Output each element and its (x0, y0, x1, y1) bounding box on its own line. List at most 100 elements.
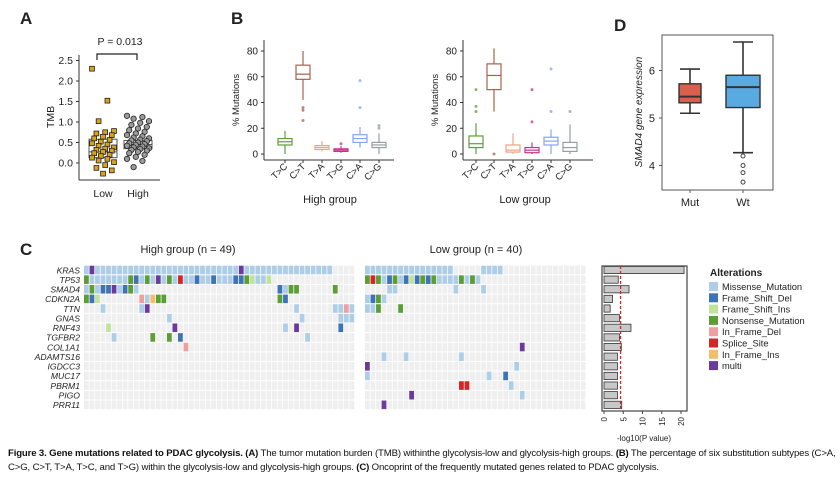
oncoprint-cell-empty (442, 400, 448, 410)
oncoprint-cell-empty (514, 342, 520, 352)
oncoprint-cell-empty (310, 371, 316, 381)
oncoprint-cell-empty (481, 304, 486, 313)
oncoprint-cell-empty (376, 352, 381, 361)
oncoprint-cell-empty (580, 362, 586, 371)
oncoprint-cell-mutated (128, 265, 134, 275)
gene-label: ADAMTS16 (34, 352, 81, 362)
oncoprint-cell-empty (316, 342, 322, 352)
oncoprint-cell-empty (200, 352, 205, 361)
oncoprint-cell-empty (349, 362, 355, 371)
oncoprint-cell-empty (481, 390, 486, 400)
oncoprint-cell-empty (497, 390, 503, 400)
oncoprint-cell-empty (144, 390, 150, 400)
pvalue-bar-COL1A1 (603, 343, 622, 352)
oncoprint-cell-mutated (216, 275, 222, 284)
oncoprint-cell-empty (283, 400, 288, 410)
oncoprint-cell-mutated (294, 284, 299, 294)
oncoprint-cell-empty (155, 333, 161, 342)
oncoprint-cell-empty (519, 352, 525, 361)
oncoprint-cell-empty (558, 284, 564, 294)
oncoprint-cell-empty (403, 342, 409, 352)
oncoprint-cell-empty (569, 390, 575, 400)
oncoprint-cell-empty (277, 371, 283, 381)
oncoprint-cell-empty (321, 342, 327, 352)
oncoprint-cell-empty (508, 400, 514, 410)
oncoprint-cell-empty (299, 323, 305, 333)
oncoprint-cell-mutated (150, 265, 156, 275)
oncoprint-cell-empty (453, 323, 459, 333)
oncoprint-cell-empty (299, 362, 305, 371)
oncoprint-cell-empty (420, 342, 426, 352)
oncoprint-cell-mutated (305, 265, 310, 275)
oncoprint-cell-empty (447, 381, 453, 390)
oncoprint-cell-empty (310, 294, 316, 304)
oncoprint-cell-empty (519, 323, 525, 333)
oncoprint-cell-empty (447, 390, 453, 400)
oncoprint-cell-empty (536, 352, 542, 361)
oncoprint-cell-empty (139, 313, 145, 323)
oncoprint-cell-empty (519, 275, 525, 284)
oncoprint-cell-empty (260, 390, 266, 400)
oncoprint-cell-empty (338, 352, 344, 361)
oncoprint-cell-empty (84, 304, 89, 313)
oncoprint-cell-empty (299, 294, 305, 304)
oncoprint-cell-empty (122, 400, 128, 410)
oncoprint-cell-empty (547, 333, 553, 342)
oncoprint-cell-mutated (459, 381, 464, 390)
oncoprint-cell-empty (436, 342, 442, 352)
oncoprint-cell-empty (283, 342, 288, 352)
oncoprint-cell-empty (409, 400, 415, 410)
oncoprint-cell-empty (492, 390, 497, 400)
oncoprint-cell-mutated (111, 265, 117, 275)
oncoprint-cell-mutated (447, 265, 453, 275)
x-tick-label: 10 (639, 416, 648, 425)
oncoprint-cell-empty (453, 390, 459, 400)
outlier-point (530, 120, 534, 124)
oncoprint-cell-mutated (133, 265, 139, 275)
oncoprint-cell-empty (211, 323, 216, 333)
oncoprint-cell-empty (227, 313, 233, 323)
oncoprint-cell-empty (376, 342, 381, 352)
significance-bracket (96, 53, 138, 60)
oncoprint-cell-empty (414, 381, 420, 390)
oncoprint-cell-mutated (166, 313, 172, 323)
oncoprint-cell-empty (244, 284, 250, 294)
oncoprint-cell-empty (442, 390, 448, 400)
oncoprint-cell-empty (464, 390, 470, 400)
oncoprint-cell-empty (233, 381, 239, 390)
oncoprint-cell-empty (569, 381, 575, 390)
oncoprint-cell-empty (299, 352, 305, 361)
oncoprint-cell-empty (553, 323, 558, 333)
oncoprint-cell-empty (189, 362, 194, 371)
oncoprint-cell-empty (327, 323, 333, 333)
oncoprint-cell-empty (558, 313, 564, 323)
oncoprint-cell-empty (398, 390, 403, 400)
oncoprint-cell-empty (205, 333, 211, 342)
oncoprint-cell-empty (409, 284, 415, 294)
oncoprint-cell-mutated (189, 265, 194, 275)
oncoprint-cell-empty (436, 333, 442, 342)
oncoprint-cell-mutated (338, 323, 344, 333)
gene-label: SMAD4 (50, 285, 80, 295)
data-point-high (123, 142, 131, 149)
oncoprint-cell-empty (338, 362, 344, 371)
oncoprint-cell-empty (459, 284, 464, 294)
oncoprint-cell-empty (128, 390, 134, 400)
oncoprint-cell-empty (222, 362, 228, 371)
oncoprint-cell-empty (414, 304, 420, 313)
oncoprint-cell-empty (365, 381, 370, 390)
data-point-low (102, 162, 109, 168)
oncoprint-cell-empty (349, 275, 355, 284)
oncoprint-cell-empty (514, 275, 520, 284)
oncoprint-cell-empty (541, 284, 547, 294)
data-point-high (137, 119, 144, 126)
oncoprint-cell-empty (409, 381, 415, 390)
oncoprint-cell-empty (161, 313, 167, 323)
oncoprint-cell-empty (403, 313, 409, 323)
oncoprint-cell-empty (233, 313, 239, 323)
oncoprint-cell-empty (486, 323, 492, 333)
oncoprint-cell-empty (100, 390, 106, 400)
oncoprint-cell-empty (299, 400, 305, 410)
oncoprint-cell-empty (436, 390, 442, 400)
